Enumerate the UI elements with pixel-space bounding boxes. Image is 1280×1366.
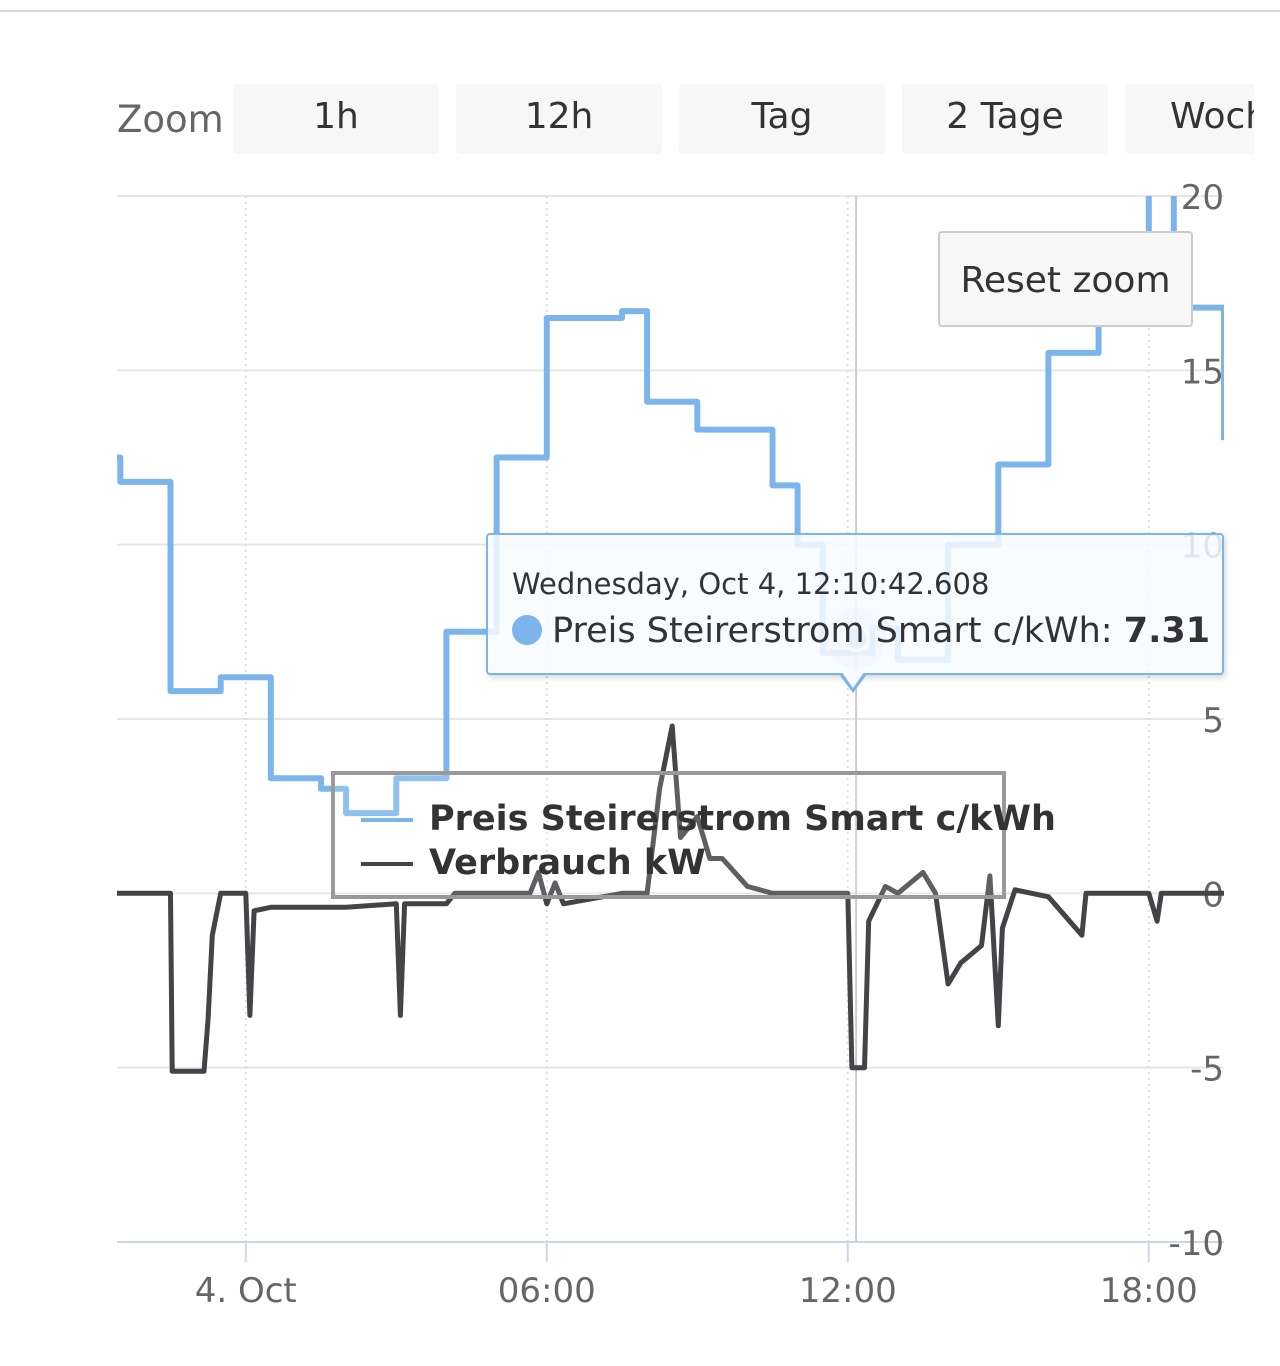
series-line-verbrauch <box>117 723 1224 1074</box>
zoom-button-2-tage[interactable]: 2 Tage <box>902 84 1108 154</box>
legend-item-preis[interactable]: Preis Steirerstrom Smart c/kWh <box>361 799 1056 839</box>
y-tick-label: 20 <box>1181 178 1224 218</box>
zoom-button-woche[interactable]: Woche <box>1125 84 1254 154</box>
tooltip-date: Wednesday, Oct 4, 12:10:42.608 <box>512 567 990 601</box>
series-line-preis <box>117 196 1224 817</box>
top-divider <box>0 10 1280 12</box>
tooltip-series-dot-icon <box>512 615 542 645</box>
x-tick-label: 18:00 <box>1100 1271 1198 1311</box>
tooltip-value: 7.31 <box>1123 611 1211 651</box>
zoom-button-1h[interactable]: 1h <box>233 84 439 154</box>
reset-zoom-button[interactable]: Reset zoom <box>938 231 1193 327</box>
zoom-button-tag[interactable]: Tag <box>679 84 885 154</box>
y-tick-label: -5 <box>1190 1050 1224 1090</box>
legend-label-verbrauch: Verbrauch kW <box>429 843 706 883</box>
zoom-selector: Zoom 1h 12h Tag 2 Tage Woche <box>0 84 1254 156</box>
x-tick-label: 12:00 <box>799 1271 897 1311</box>
y-tick-label: -10 <box>1168 1224 1224 1264</box>
tooltip-pointer-fill <box>841 671 865 688</box>
x-tick-label: 4. Oct <box>195 1271 297 1311</box>
y-tick-label: 5 <box>1202 701 1224 741</box>
zoom-button-12h[interactable]: 12h <box>456 84 662 154</box>
legend-line-verbrauch-icon <box>361 862 413 866</box>
legend-label-preis: Preis Steirerstrom Smart c/kWh <box>429 799 1056 839</box>
tooltip-series-name: Preis Steirerstrom Smart c/kWh: <box>552 611 1113 651</box>
legend-line-preis-icon <box>361 818 413 822</box>
tooltip: Wednesday, Oct 4, 12:10:42.608 Preis Ste… <box>486 533 1224 675</box>
y-tick-label: 15 <box>1181 352 1224 392</box>
tooltip-row: Preis Steirerstrom Smart c/kWh: 7.31 <box>512 611 1210 651</box>
legend: Preis Steirerstrom Smart c/kWh Verbrauch… <box>331 771 1056 899</box>
series-lines <box>117 196 1224 1074</box>
x-tick-label: 06:00 <box>498 1271 596 1311</box>
zoom-label: Zoom <box>117 98 224 141</box>
legend-item-verbrauch[interactable]: Verbrauch kW <box>361 843 706 883</box>
